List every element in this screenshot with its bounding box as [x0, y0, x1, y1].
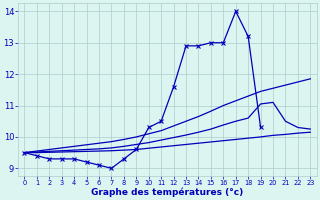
X-axis label: Graphe des températures (°c): Graphe des températures (°c) [91, 187, 244, 197]
